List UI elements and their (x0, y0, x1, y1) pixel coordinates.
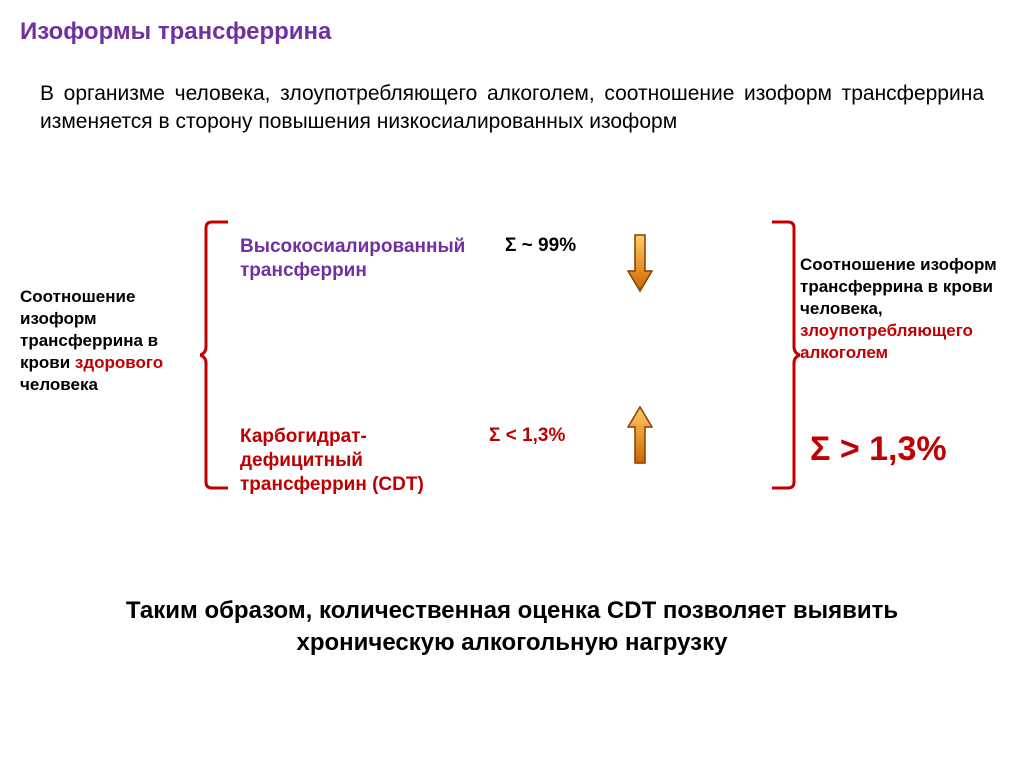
slide-title: Изоформы трансферрина (20, 18, 331, 46)
row2-sigma: Σ < 1,3% (489, 425, 565, 447)
row-high-sialylated: Высокосиалированный трансферрин Σ ~ 99% (240, 235, 760, 283)
conclusion-text: Таким образом, количественная оценка CDT… (60, 595, 964, 660)
right-caption-highlight: злоупотребляющего алкоголем (800, 321, 973, 362)
right-caption-prefix: Соотношение изоформ трансферрина в крови… (800, 255, 997, 318)
arrow-up-icon (627, 405, 653, 465)
right-caption: Соотношение изоформ трансферрина в крови… (800, 254, 1005, 364)
row1-label: Высокосиалированный трансферрин (240, 235, 505, 283)
row1-sigma: Σ ~ 99% (505, 235, 576, 257)
intro-text: В организме человека, злоупотребляющего … (40, 80, 984, 137)
left-caption: Соотношение изоформ трансферрина в крови… (20, 286, 195, 396)
left-caption-suffix: человека (20, 375, 98, 394)
arrow-down-icon (627, 233, 653, 293)
row2-label: Карбогидрат-дефицитный трансферрин (CDT) (240, 425, 485, 496)
bracket-right-icon (770, 220, 800, 490)
left-caption-highlight: здорового (75, 353, 163, 372)
sigma-big: Σ > 1,3% (810, 430, 947, 469)
bracket-left-icon (200, 220, 230, 490)
row-cdt: Карбогидрат-дефицитный трансферрин (CDT)… (240, 425, 760, 496)
